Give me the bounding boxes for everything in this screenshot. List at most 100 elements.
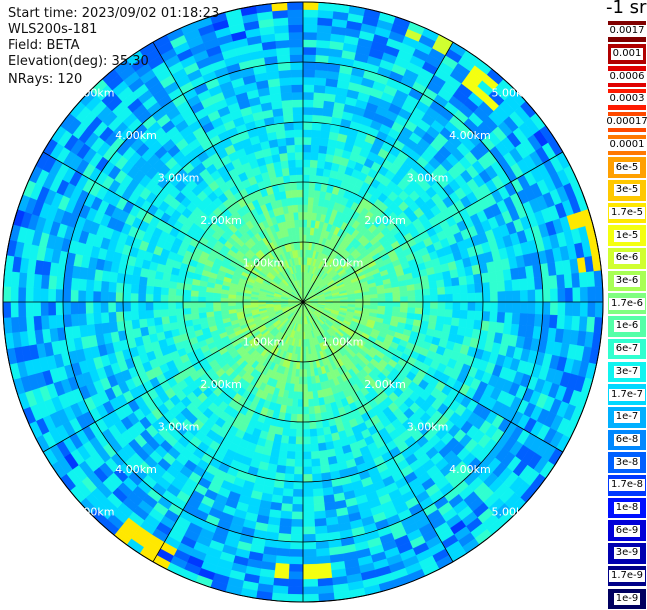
beta-gate [236,305,244,309]
beta-gate [18,302,26,317]
beta-gate [542,315,551,328]
beta-gate [71,314,79,327]
beta-gate [392,287,400,293]
beta-gate [153,310,161,318]
beta-gate [292,504,303,512]
colorbar-cell: 3e-5 [607,179,647,202]
beta-gate [26,302,34,317]
beta-gate [228,302,236,306]
ring-label: 3.00km [158,172,200,185]
beta-gate [466,319,475,329]
beta-gate [292,497,303,505]
beta-gate [586,317,595,333]
beta-gate [303,407,309,415]
ring-label: 1.00km [322,336,364,349]
colorbar-cell: 1e-7 [607,406,647,429]
ring-label: 5.00km [492,505,534,518]
beta-gate [312,481,322,489]
beta-gate [131,311,139,320]
beta-gate [312,122,322,130]
beta-gate [316,541,329,550]
beta-gate [400,297,408,303]
beta-gate [311,145,320,153]
beta-gate [314,77,326,85]
beta-gate [191,313,199,320]
beta-gate [519,279,527,291]
beta-gate [497,312,505,323]
beta-gate [281,435,289,443]
beta-gate [198,291,206,297]
beta-gate [318,17,333,26]
beta-gate [288,10,303,18]
beta-gate [490,292,498,302]
beta-gate [297,182,303,190]
beta-gate [71,302,79,314]
instrument-label: WLS200s-181 [8,22,97,38]
beta-gate [78,279,86,291]
beta-gate [295,145,303,153]
beta-gate [565,302,573,316]
beta-gate [153,302,161,310]
beta-gate [482,282,490,292]
beta-gate [306,362,310,370]
beta-gate [48,302,56,315]
beta-gate [399,286,407,292]
beta-gate [319,145,328,153]
beta-gate [415,290,423,297]
beta-gate [116,302,124,312]
beta-gate [423,302,431,309]
ring-label: 2.00km [364,378,406,391]
beta-gate [498,291,506,302]
beta-gate [320,130,330,139]
beta-gate [408,302,416,308]
beta-gate [276,465,286,474]
beta-gate [295,152,303,160]
beta-gate [286,459,295,467]
beta-gate [289,429,296,437]
beta-gate [290,175,297,183]
beta-gate [453,302,461,310]
beta-gate [313,398,319,406]
beta-gate [287,451,296,459]
colorbar-cell: 0.0017 [607,20,647,43]
beta-gate [299,377,303,385]
beta-gate [294,459,303,467]
colorbar-tick-label: 1e-7 [614,411,641,423]
beta-gate [26,288,34,303]
beta-gate [316,55,329,64]
ring-label: 3.00km [158,421,200,434]
beta-gate [303,534,316,542]
beta-gate [284,183,291,191]
beta-gate [451,318,459,327]
beta-gate [309,406,315,414]
beta-gate [497,281,505,292]
beta-gate [437,287,445,295]
beta-gate [293,107,303,115]
beta-gate [280,443,289,452]
beta-gate [48,275,57,289]
beta-gate [18,287,26,302]
field-label: Field: BETA [8,38,79,54]
beta-gate [549,275,558,289]
beta-gate [298,392,303,400]
beta-gate [291,182,298,190]
beta-gate [303,137,312,145]
beta-gate [317,435,325,443]
beta-gate [290,549,303,557]
beta-gate [513,291,521,302]
beta-gate [287,444,295,452]
beta-gate [483,292,491,302]
beta-gate [488,322,497,333]
beta-gate [315,62,328,71]
beta-gate [283,115,293,123]
colorbar-tick-label: 1.7e-9 [609,570,645,582]
beta-gate [287,152,295,160]
beta-gate [279,526,292,534]
colorbar-cell: 3e-8 [607,451,647,474]
beta-gate [292,92,303,100]
beta-gate [303,100,314,108]
beta-gate [293,482,303,490]
beta-gate [184,314,192,321]
beta-gate [363,299,371,303]
beta-gate [63,314,72,327]
